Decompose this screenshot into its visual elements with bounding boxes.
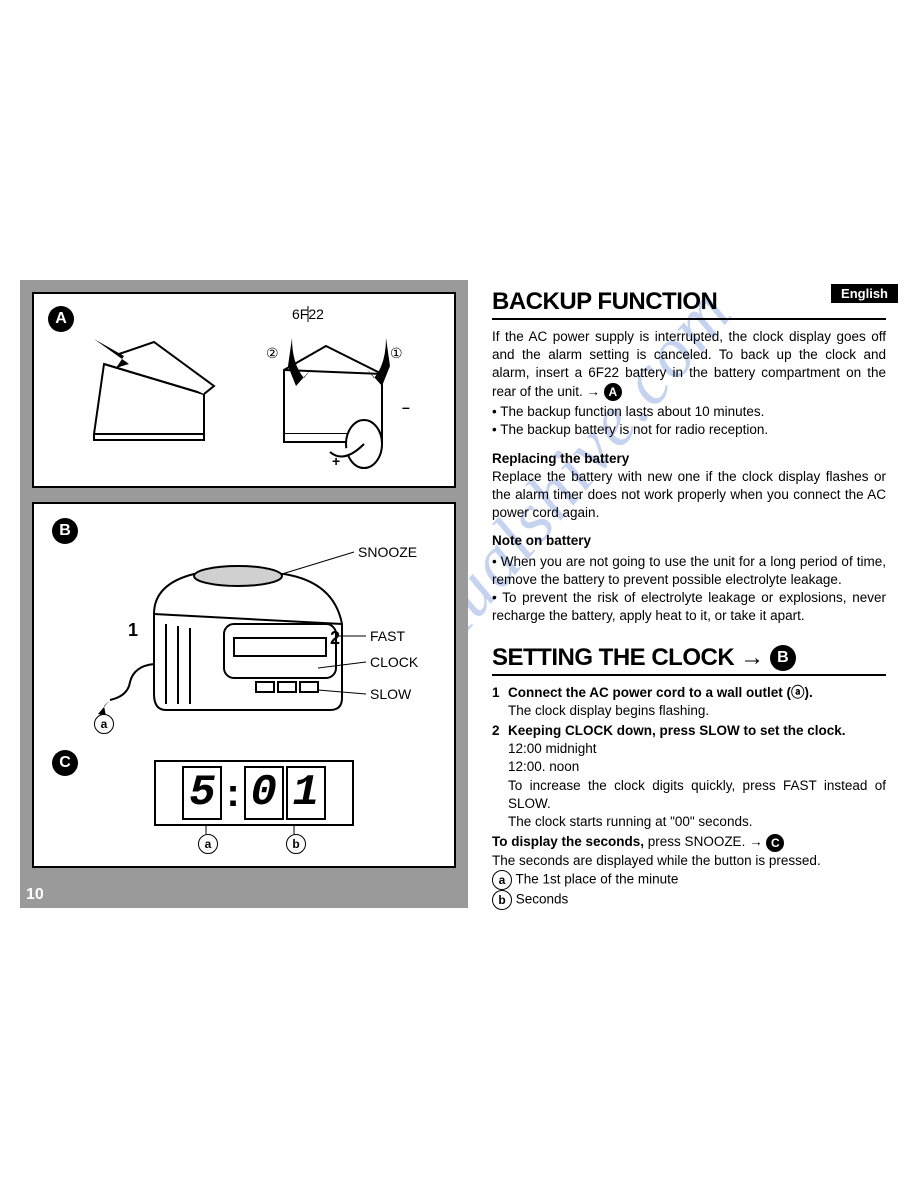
clock-device-diagram: [34, 504, 454, 744]
bullet: When you are not going to use the unit f…: [492, 553, 886, 589]
ref-lines: [184, 824, 344, 840]
note-heading: Note on battery: [492, 532, 886, 550]
arrow: →: [740, 644, 764, 672]
step-body: 12:00. noon: [492, 758, 886, 776]
ref-marker-c: C: [766, 834, 784, 852]
replacing-heading: Replacing the battery: [492, 450, 886, 468]
digit-sec-ones: 1: [286, 766, 326, 820]
bullet: The backup function lasts about 10 minut…: [492, 403, 886, 421]
ref-marker-a: A: [604, 383, 622, 401]
manual-page: manualshive.com A 6F22: [20, 280, 898, 908]
figure-panel: A 6F22: [20, 280, 468, 908]
language-badge: English: [831, 284, 898, 303]
label-clock: CLOCK: [370, 654, 418, 670]
step-body: The clock starts running at "00" seconds…: [492, 813, 886, 831]
step-body: 12:00 midnight: [492, 740, 886, 758]
step-2: 2: [330, 628, 340, 649]
step-1: 1Connect the AC power cord to a wall out…: [492, 684, 886, 720]
svg-text:+: +: [332, 453, 340, 469]
step-1: 1: [128, 620, 138, 641]
battery-diagram: ① ② – +: [34, 294, 454, 484]
bullet: The backup battery is not for radio rece…: [492, 421, 886, 439]
section-title-clock: SETTING THE CLOCK → B: [492, 644, 886, 676]
svg-text:②: ②: [266, 345, 279, 361]
step-body: The clock display begins flashing.: [492, 702, 886, 720]
figure-marker-c: C: [52, 750, 78, 776]
backup-intro: If the AC power supply is interrupted, t…: [492, 328, 886, 401]
ref-a-cord: a: [94, 714, 114, 734]
svg-text:①: ①: [390, 345, 403, 361]
figure-a: A 6F22: [32, 292, 456, 488]
step-2: 2Keeping CLOCK down, press SLOW to set t…: [492, 722, 886, 831]
legend-marker: b: [492, 890, 512, 910]
digit-sec-tens: 0: [244, 766, 284, 820]
backup-bullets: The backup function lasts about 10 minut…: [492, 403, 886, 439]
label-slow: SLOW: [370, 686, 411, 702]
title-text: BACKUP FUNCTION: [492, 288, 717, 316]
digit-minute: 5: [182, 766, 222, 820]
title-text: SETTING THE CLOCK: [492, 644, 734, 672]
label-fast: FAST: [370, 628, 405, 644]
text-panel: English BACKUP FUNCTION If the AC power …: [468, 280, 898, 908]
page-number: 10: [26, 886, 44, 904]
replacing-body: Replace the battery with new one if the …: [492, 468, 886, 523]
section-setting-clock: SETTING THE CLOCK → B 1Connect the AC po…: [492, 644, 886, 910]
steps-list: 1Connect the AC power cord to a wall out…: [492, 684, 886, 832]
seconds-line: To display the seconds, press SNOOZE. → …: [492, 833, 886, 851]
figure-b: B C: [32, 502, 456, 868]
section-title-backup: BACKUP FUNCTION: [492, 288, 886, 320]
legend-a: a The 1st place of the minute: [492, 870, 886, 890]
legend-marker: a: [492, 870, 512, 890]
seconds-note: The seconds are displayed while the butt…: [492, 852, 886, 870]
colon: :: [226, 771, 239, 816]
svg-text:–: –: [402, 399, 410, 415]
legend-b: b Seconds: [492, 890, 886, 910]
step-body: To increase the clock digits quickly, pr…: [492, 777, 886, 813]
bullet: To prevent the risk of electrolyte leaka…: [492, 589, 886, 625]
note-bullets: When you are not going to use the unit f…: [492, 553, 886, 626]
ref-marker-b: B: [770, 645, 796, 671]
label-snooze: SNOOZE: [358, 544, 417, 560]
seconds-display: 5 : 0 1: [154, 760, 354, 826]
